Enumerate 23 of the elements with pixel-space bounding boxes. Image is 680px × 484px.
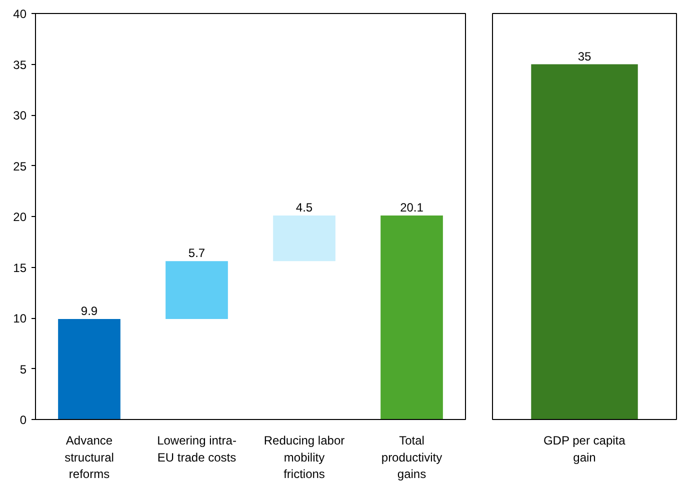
data-label: 5.7 [188,246,206,260]
data-label: 9.9 [80,304,98,318]
y-tick-label: 15 [13,260,27,275]
x-tick-label: Reducing labor mobility frictions [264,434,345,482]
y-tick-label: 10 [13,312,27,326]
bar [380,215,443,420]
bar [58,319,120,420]
y-tick-label: 35 [13,58,27,72]
y-tick-label: 0 [20,413,27,427]
y-tick-label: 5 [20,362,27,376]
y-tick-label: 25 [13,159,27,174]
x-tick-label: GDP per capita gain [543,434,626,464]
x-tick-label: Advance structural reforms [64,434,114,482]
y-tick-label: 40 [13,7,27,21]
bar [273,215,336,262]
x-tick-label: Total productivity gains [381,434,442,482]
data-label: 35 [578,49,592,64]
data-label: 20.1 [400,200,424,214]
y-tick-label: 20 [13,210,27,224]
y-tick-label: 30 [13,108,27,122]
data-label: 4.5 [296,200,313,214]
x-tick-label: Lowering intra-EU trade costs [157,434,236,464]
bar [166,261,228,320]
